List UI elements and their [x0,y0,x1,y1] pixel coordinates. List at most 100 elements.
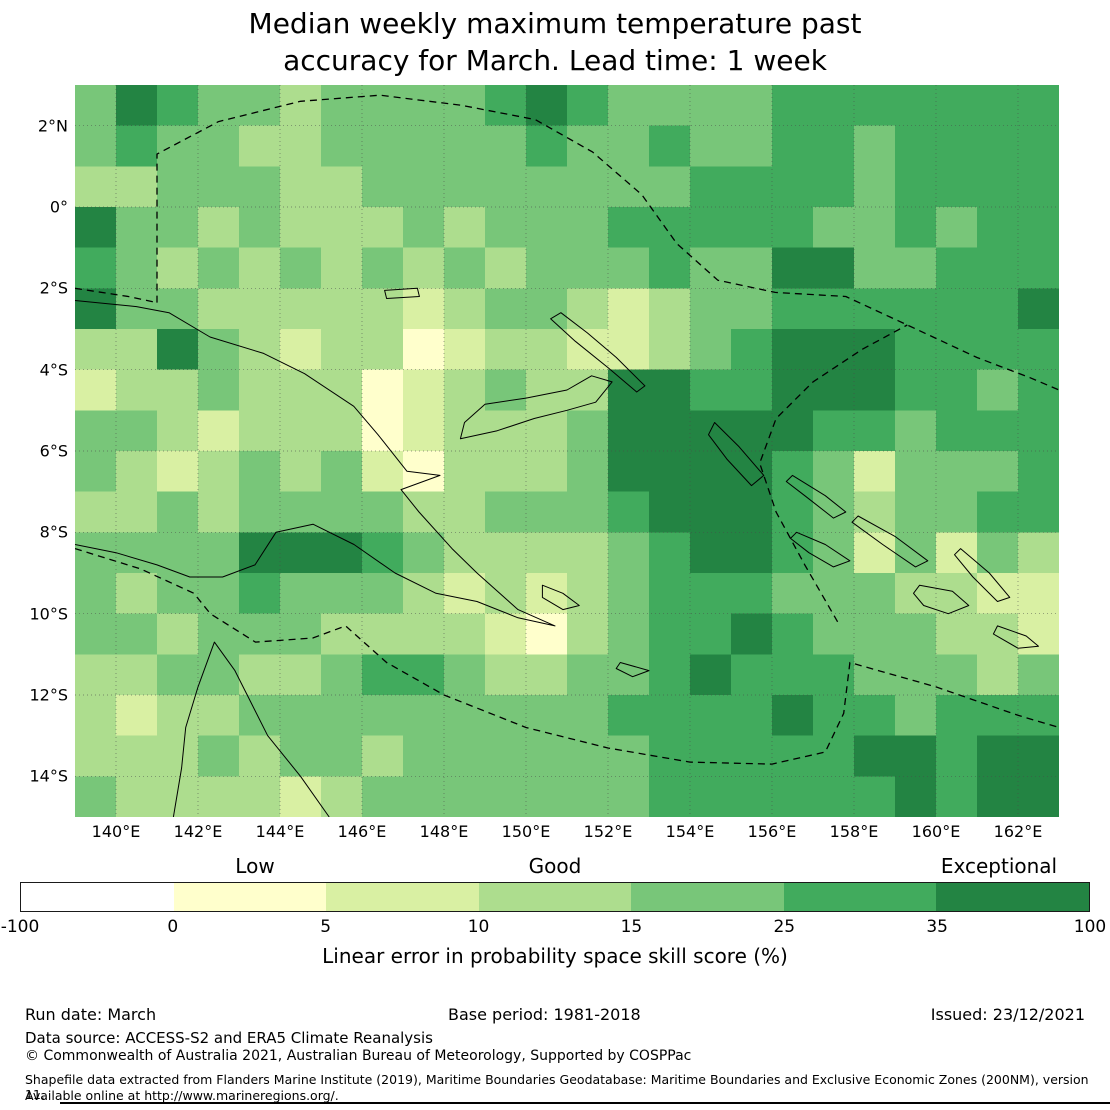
eez-boundary-south-loop [75,547,1059,765]
heatmap-cell [977,207,1019,249]
heatmap-cell [813,166,855,208]
heatmap-cell [977,451,1019,493]
heatmap-cell [198,532,240,574]
heatmap-cell [936,207,978,249]
heatmap-cell [485,532,527,574]
heatmap-cell [1018,410,1059,452]
heatmap-cell [854,735,896,777]
figure-title: Median weekly maximum temperature past a… [248,7,862,77]
heatmap-cell [280,85,322,127]
heatmap-cell [1018,247,1059,289]
heatmap-cell [731,329,773,371]
heatmap-cell [772,613,814,655]
heatmap-cell [977,369,1019,411]
coastline-choiseul [785,474,847,519]
heatmap-cell [895,166,937,208]
heatmap-cell [1018,329,1059,371]
heatmap-cell [321,735,363,777]
heatmap-cell [690,573,732,615]
heatmap-cell [444,491,486,533]
heatmap-cell [239,247,281,289]
heatmap-cell [854,329,896,371]
heatmap-cell [239,166,281,208]
heatmap-cell [567,85,609,127]
heatmap-cell [403,125,445,167]
heatmap-cell [813,613,855,655]
heatmap-cell [280,573,322,615]
heatmap-cell [608,695,650,737]
heatmap-cell [362,85,404,127]
coastline-manus [384,287,420,299]
heatmap-cell [895,654,937,696]
heatmap-cell [977,573,1019,615]
heatmap-cell [75,532,117,574]
heatmap-cell [280,288,322,330]
heatmap-cell [362,776,404,817]
colorbar-segment [21,883,174,911]
heatmap-cell [116,329,158,371]
colorbar-segment [631,883,784,911]
heatmap-cell [321,532,363,574]
heatmap-cell [1018,695,1059,737]
heatmap-cell [813,451,855,493]
heatmap-cell [321,166,363,208]
heatmap-cell [157,491,199,533]
heatmap-cell [403,532,445,574]
heatmap-cell [239,125,281,167]
heatmap-cell [567,613,609,655]
heatmap-cell [116,85,158,127]
heatmap-cell [526,369,568,411]
heatmap-cell [813,85,855,127]
lon-tick-label: 152°E [583,822,633,841]
bottom-rule [60,1102,1110,1104]
heatmap-cell [608,247,650,289]
heatmap-cell [772,491,814,533]
coastlines [75,287,1039,817]
heatmap-cell [403,288,445,330]
heatmap-cell [1018,166,1059,208]
heatmap-cell [198,207,240,249]
heatmap-cell [977,247,1019,289]
heatmap-cell [567,166,609,208]
heatmap-cell [690,776,732,817]
heatmap-cell [362,410,404,452]
heatmap-cell [444,410,486,452]
heatmap-cell [813,369,855,411]
heatmap-cell [75,776,117,817]
heatmap-cell [485,207,527,249]
heatmap-cell [239,735,281,777]
heatmap-cell [444,695,486,737]
eez-boundary-png-solomon [759,324,908,623]
heatmap-cell [157,247,199,289]
heatmap-cell [567,491,609,533]
heatmap-cell [239,207,281,249]
heatmap-cell [198,695,240,737]
lat-tick-label: 2°N [37,116,68,136]
heatmap-cell [1018,125,1059,167]
heatmap-cell [403,491,445,533]
heatmap-cell [772,207,814,249]
heatmap-cell [895,735,937,777]
heatmap-cell [321,410,363,452]
heatmap-cell [403,695,445,737]
heatmap-cell [198,329,240,371]
heatmap-cell [239,288,281,330]
heatmap-cell [526,613,568,655]
heatmap-cell [321,776,363,817]
colorbar [20,882,1090,912]
coastline-new-guinea [75,300,556,627]
heatmap-cell [239,776,281,817]
heatmap-cell [813,573,855,615]
heatmap-cell [895,491,937,533]
heatmap-cell [75,735,117,777]
heatmap-cell [198,85,240,127]
heatmap-cell [731,573,773,615]
heatmap-cell [936,166,978,208]
heatmap-cell [977,491,1019,533]
heatmap-cell [362,369,404,411]
heatmap-cell [75,288,117,330]
coastline-bougainville [708,422,765,487]
colorbar-segment [783,883,937,911]
heatmap-cell [608,85,650,127]
heatmap-cell [977,125,1019,167]
